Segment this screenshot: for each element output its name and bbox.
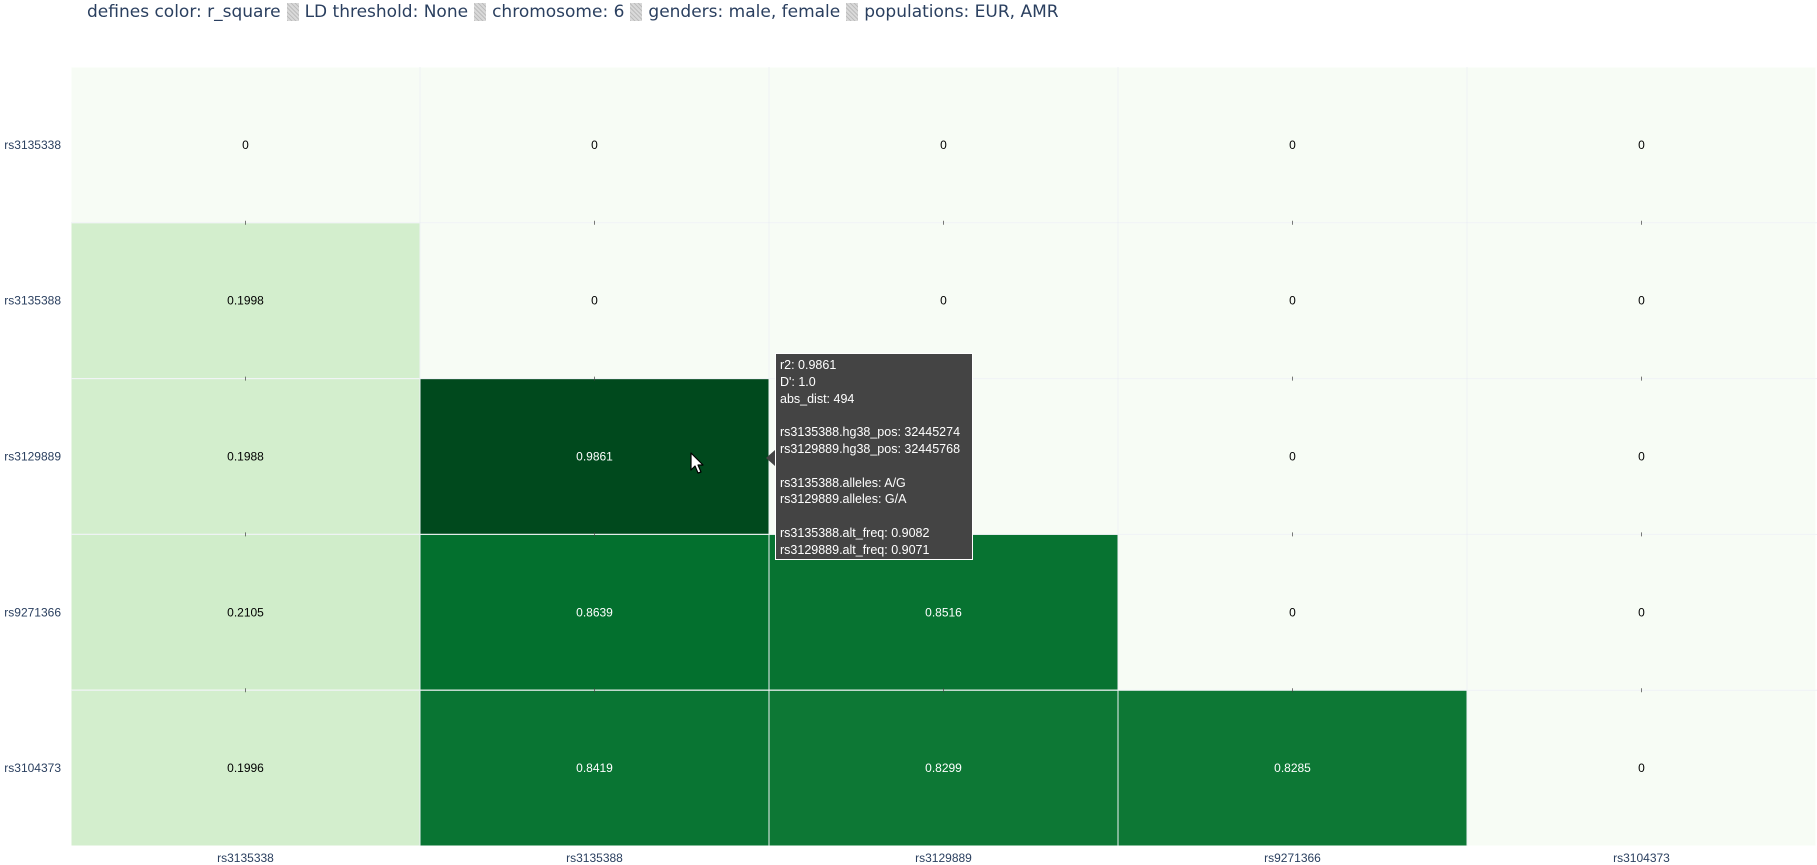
cell-value-label: 0: [940, 138, 947, 152]
heatmap-cell: [1466, 222, 1817, 380]
heatmap-cell: [1466, 533, 1817, 691]
cell-value-label: 0: [1638, 450, 1645, 464]
header-item-chromosome: chromosome: 6: [492, 2, 625, 22]
heatmap-cell: [419, 222, 770, 380]
y-tick-label: rs3135338: [4, 138, 61, 152]
hover-tooltip: r2: 0.9861 D': 1.0 abs_dist: 494 rs31353…: [775, 353, 973, 560]
heatmap-cell: [419, 689, 770, 847]
cell-value-label: 0.8285: [1274, 761, 1311, 775]
heatmap-cell: [768, 689, 1119, 847]
tooltip-line: abs_dist: 494: [780, 391, 855, 406]
y-tick-label: rs3135388: [4, 294, 61, 308]
header-item-genders: genders: male, female: [648, 2, 841, 22]
tooltip-arrow: [766, 450, 775, 466]
cell-value-label: 0.8419: [576, 761, 613, 775]
x-tick-label: rs9271366: [1264, 851, 1321, 865]
cell-value-label: 0: [1638, 605, 1645, 619]
cell-value-label: 0: [1289, 605, 1296, 619]
cell-value-label: 0.8299: [925, 761, 962, 775]
x-tick-label: rs3135388: [566, 851, 623, 865]
cell-value-label: 0: [1638, 761, 1645, 775]
y-tick-label: rs3104373: [4, 761, 61, 775]
cell-value-label: 0.1996: [227, 761, 264, 775]
cell-value-label: 0.8639: [576, 605, 613, 619]
y-tick-label: rs9271366: [4, 605, 61, 619]
cell-value-label: 0.2105: [227, 605, 264, 619]
heatmap-cell: [70, 378, 421, 535]
tooltip-line: rs3135388.alleles: A/G: [780, 475, 906, 490]
separator-glyph: [474, 3, 487, 21]
tooltip-line: rs3129889.alt_freq: 0.9071: [780, 542, 930, 557]
header-item-color: defines color: r_square: [87, 2, 281, 22]
cell-value-label: 0.1998: [227, 294, 264, 308]
tooltip-line: rs3129889.hg38_pos: 32445768: [780, 441, 961, 456]
tooltip-line: rs3135388.alt_freq: 0.9082: [780, 525, 930, 540]
heatmap-cell: [70, 66, 421, 224]
tooltip-line: D': 1.0: [780, 374, 816, 389]
cell-value-label: 0: [242, 138, 249, 152]
cell-value-label: 0: [591, 138, 598, 152]
tooltip-spacer: [780, 458, 968, 475]
tooltip-spacer: [780, 407, 968, 424]
cell-value-label: 0: [1289, 294, 1296, 308]
cell-value-label: 0: [1289, 138, 1296, 152]
cell-value-label: 0.9861: [576, 450, 613, 464]
mouse-pointer-icon: [690, 452, 704, 474]
heatmap-cell: [768, 222, 1119, 380]
cell-value-label: 0.8516: [925, 605, 962, 619]
chart-subtitle: defines color: r_square LD threshold: No…: [87, 0, 1059, 24]
heatmap-cell: [1117, 378, 1468, 535]
header-item-populations: populations: EUR, AMR: [864, 2, 1059, 22]
heatmap-cell: [70, 689, 421, 847]
heatmap-cell: [419, 378, 770, 535]
cell-value-label: 0: [1638, 294, 1645, 308]
x-tick-label: rs3135338: [217, 851, 274, 865]
cell-value-label: 0: [1638, 138, 1645, 152]
heatmap-cell: [1466, 66, 1817, 224]
separator-glyph: [846, 3, 859, 21]
heatmap-cell: [1117, 689, 1468, 847]
heatmap-cell: [1466, 378, 1817, 535]
heatmap-cell: [70, 533, 421, 691]
cell-value-label: 0: [1289, 450, 1296, 464]
x-tick-label: rs3129889: [915, 851, 972, 865]
separator-glyph: [286, 3, 299, 21]
x-tick-label: rs3104373: [1613, 851, 1670, 865]
cell-value-label: 0.1988: [227, 450, 264, 464]
heatmap-cell: [768, 533, 1119, 691]
heatmap-cell: [768, 66, 1119, 224]
header-item-threshold: LD threshold: None: [304, 2, 469, 22]
tooltip-line: r2: 0.9861: [780, 358, 837, 372]
tooltip-spacer: [780, 508, 968, 525]
heatmap-cell: [419, 66, 770, 224]
tooltip-line: rs3129889.alleles: G/A: [780, 492, 907, 507]
cell-value-label: 0: [591, 294, 598, 308]
heatmap-cell: [1466, 689, 1817, 847]
tooltip-line: rs3135388.hg38_pos: 32445274: [780, 425, 961, 440]
cell-value-label: 0: [940, 294, 947, 308]
y-tick-label: rs3129889: [4, 450, 61, 464]
separator-glyph: [630, 3, 643, 21]
